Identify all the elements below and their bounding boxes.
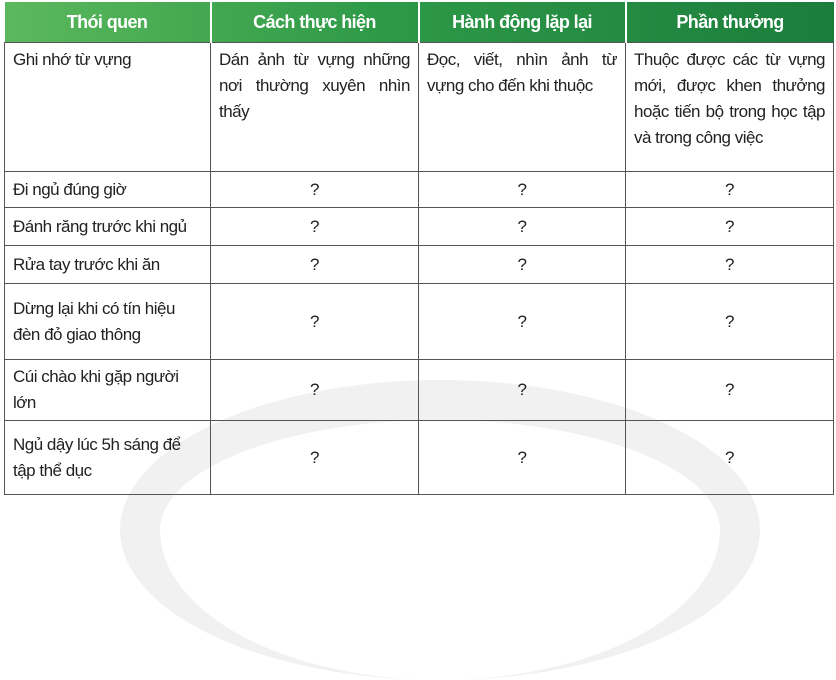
cell-method: ? [210, 207, 419, 246]
table-row: Ngủ dậy lúc 5h sáng để tập thể dục ? ? ? [4, 420, 834, 495]
cell-repeat-action: ? [418, 283, 626, 360]
cell-reward: ? [625, 245, 834, 284]
table-row: Ghi nhớ từ vựng Dán ảnh từ vựng những nơ… [4, 42, 834, 172]
header-reward: Phần thưởng [624, 2, 834, 43]
cell-reward: ? [625, 420, 834, 495]
header-repeat-action: Hành động lặp lại [417, 2, 626, 43]
cell-habit: Dừng lại khi có tín hiệu đèn đỏ giao thô… [4, 283, 211, 360]
cell-reward: ? [625, 207, 834, 246]
table-row: Đánh răng trước khi ngủ ? ? ? [4, 207, 834, 246]
cell-method: ? [210, 171, 419, 208]
cell-habit: Ghi nhớ từ vựng [4, 42, 211, 172]
table-row: Rửa tay trước khi ăn ? ? ? [4, 245, 834, 284]
habits-table: Thói quen Cách thực hiện Hành động lặp l… [4, 2, 834, 495]
cell-method: ? [210, 283, 419, 360]
cell-habit: Đánh răng trước khi ngủ [4, 207, 211, 246]
cell-habit: Rửa tay trước khi ăn [4, 245, 211, 284]
cell-repeat-action: ? [418, 245, 626, 284]
cell-habit: Cúi chào khi gặp người lớn [4, 359, 211, 421]
table-row: Dừng lại khi có tín hiệu đèn đỏ giao thô… [4, 283, 834, 360]
cell-reward: ? [625, 283, 834, 360]
cell-reward: Thuộc được các từ vựng mới, được khen th… [625, 42, 834, 172]
cell-method: ? [210, 359, 419, 421]
cell-repeat-action: ? [418, 207, 626, 246]
header-habit: Thói quen [66, 11, 148, 32]
header-row: Thói quen Cách thực hiện Hành động lặp l… [4, 2, 834, 43]
cell-reward: ? [625, 359, 834, 421]
cell-method: ? [210, 420, 419, 495]
cell-repeat-action: ? [418, 359, 626, 421]
cell-repeat-action: ? [418, 171, 626, 208]
cell-reward: ? [625, 171, 834, 208]
header-method: Cách thực hiện [209, 2, 419, 43]
table-row: Cúi chào khi gặp người lớn ? ? ? [4, 359, 834, 421]
table-row: Đi ngủ đúng giờ ? ? ? [4, 171, 834, 208]
cell-method: Dán ảnh từ vựng những nơi thường xuyên n… [210, 42, 419, 172]
cell-repeat-action: Đọc, viết, nhìn ảnh từ vựng cho đến khi … [418, 42, 626, 172]
cell-repeat-action: ? [418, 420, 626, 495]
cell-method: ? [210, 245, 419, 284]
cell-habit: Đi ngủ đúng giờ [4, 171, 211, 208]
cell-habit: Ngủ dậy lúc 5h sáng để tập thể dục [4, 420, 211, 495]
